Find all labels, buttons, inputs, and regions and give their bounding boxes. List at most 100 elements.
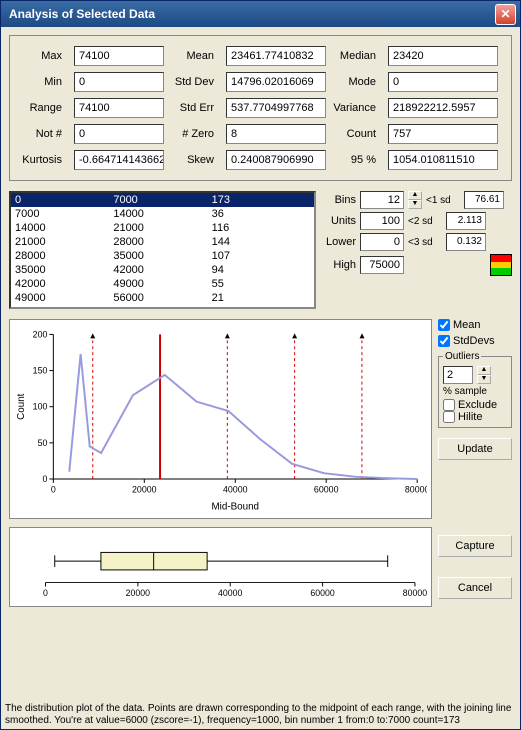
stat-label: Skew	[170, 154, 220, 166]
svg-text:0: 0	[51, 485, 56, 495]
exclude-label: Exclude	[458, 399, 497, 411]
stat-value: 8	[226, 124, 326, 144]
control-label: Bins	[322, 194, 356, 206]
control-input[interactable]: 100	[360, 212, 404, 230]
list-row[interactable]: 1400021000116	[11, 221, 314, 235]
stat-value: 0	[74, 124, 164, 144]
boxplot-chart: 0 20000 40000 60000 80000	[9, 527, 432, 607]
outliers-input[interactable]: 2	[443, 366, 473, 384]
list-row[interactable]: 56000630008	[11, 305, 314, 309]
svg-text:40000: 40000	[223, 485, 248, 495]
list-row[interactable]: 2100028000144	[11, 235, 314, 249]
status-footer: The distribution plot of the data. Point…	[1, 701, 520, 729]
stddevs-checkbox[interactable]	[438, 335, 450, 347]
distribution-chart: 050100150200020000400006000080000Mid-Bou…	[9, 319, 432, 519]
stat-label: Median	[332, 50, 382, 62]
stat-value: 23461.77410832	[226, 46, 326, 66]
svg-text:0: 0	[43, 474, 48, 484]
sd-label: <2 sd	[408, 216, 442, 227]
control-input[interactable]: 0	[360, 233, 404, 251]
svg-text:150: 150	[33, 366, 48, 376]
outliers-fieldset: Outliers 2 ▲ ▼ % sample Exclude	[438, 351, 512, 428]
stat-value: 0.240087906990	[226, 150, 326, 170]
control-input[interactable]: 75000	[360, 256, 404, 274]
control-label: Units	[322, 215, 356, 227]
update-button[interactable]: Update	[438, 438, 512, 460]
outliers-up[interactable]: ▲	[477, 366, 491, 375]
cancel-button[interactable]: Cancel	[438, 577, 512, 599]
control-input[interactable]: 12	[360, 191, 404, 209]
traffic-light-icon[interactable]	[490, 254, 512, 276]
mean-checkbox[interactable]	[438, 319, 450, 331]
stat-label: Not #	[18, 128, 68, 140]
stat-value: 537.7704997768	[226, 98, 326, 118]
stat-label: Max	[18, 50, 68, 62]
svg-text:Count: Count	[16, 393, 27, 419]
stat-value: 1054.010811510	[388, 150, 498, 170]
svg-text:▴: ▴	[90, 330, 95, 341]
mean-checkbox-row: Mean	[438, 319, 512, 331]
stddevs-checkbox-row: StdDevs	[438, 335, 512, 347]
stat-label: Min	[18, 76, 68, 88]
list-row[interactable]: 2800035000107	[11, 249, 314, 263]
svg-text:80000: 80000	[403, 588, 427, 598]
stat-label: Kurtosis	[18, 154, 68, 166]
list-row[interactable]: 70001400036	[11, 207, 314, 221]
svg-text:50: 50	[38, 438, 48, 448]
stat-value: 757	[388, 124, 498, 144]
stat-value: 0	[388, 72, 498, 92]
svg-text:60000: 60000	[310, 588, 334, 598]
close-button[interactable]: ✕	[495, 4, 516, 25]
stat-label: Variance	[332, 102, 382, 114]
control-label: High	[322, 259, 356, 271]
stat-label: Mode	[332, 76, 382, 88]
stat-label: Std Err	[170, 102, 220, 114]
hilite-label: Hilite	[458, 411, 482, 423]
list-row[interactable]: 490005600021	[11, 291, 314, 305]
svg-text:0: 0	[43, 588, 48, 598]
svg-text:40000: 40000	[218, 588, 242, 598]
outliers-down[interactable]: ▼	[477, 375, 491, 384]
list-row[interactable]: 350004200094	[11, 263, 314, 277]
stat-label: Range	[18, 102, 68, 114]
spin-up[interactable]: ▲	[408, 191, 422, 200]
list-row[interactable]: 07000173	[11, 193, 314, 207]
stat-value: 23420	[388, 46, 498, 66]
control-label: Lower	[322, 236, 356, 248]
capture-button[interactable]: Capture	[438, 535, 512, 557]
sd-value: 0.132	[446, 233, 486, 251]
mean-label: Mean	[453, 319, 481, 331]
hilite-checkbox[interactable]	[443, 411, 455, 423]
stat-label: 95 %	[332, 154, 382, 166]
control-row: Bins12▲▼<1 sd76.61	[322, 191, 512, 209]
svg-text:▴: ▴	[359, 330, 364, 341]
svg-text:20000: 20000	[132, 485, 157, 495]
stats-panel: Max 74100 Mean 23461.77410832 Median 23420 Min…	[9, 35, 512, 181]
stat-label: Std Dev	[170, 76, 220, 88]
spin-down[interactable]: ▼	[408, 200, 422, 209]
stat-value: 74100	[74, 98, 164, 118]
analysis-window: Analysis of Selected Data ✕ Max 74100 Mean…	[0, 0, 521, 730]
svg-text:200: 200	[33, 329, 48, 339]
pct-sample-label: % sample	[443, 386, 507, 397]
list-row[interactable]: 420004900055	[11, 277, 314, 291]
svg-text:Mid-Bound: Mid-Bound	[211, 501, 259, 512]
control-row: Lower 0 <3 sd 0.132	[322, 233, 512, 251]
window-title: Analysis of Selected Data	[5, 7, 495, 21]
stat-label: # Zero	[170, 128, 220, 140]
outliers-legend: Outliers	[443, 351, 481, 362]
titlebar: Analysis of Selected Data ✕	[1, 1, 520, 27]
sd-value: 76.61	[464, 191, 504, 209]
sd-label: <3 sd	[408, 237, 442, 248]
stat-label: Count	[332, 128, 382, 140]
svg-text:▴: ▴	[292, 330, 297, 341]
stddevs-label: StdDevs	[453, 335, 495, 347]
bins-listbox[interactable]: 0700017370001400036140002100011621000280…	[9, 191, 316, 309]
control-row: High 75000	[322, 254, 512, 276]
stat-value: 0	[74, 72, 164, 92]
svg-text:20000: 20000	[126, 588, 150, 598]
sd-value: 2.113	[446, 212, 486, 230]
stat-value: -0.664714143662	[74, 150, 164, 170]
stat-label: Mean	[170, 50, 220, 62]
exclude-checkbox[interactable]	[443, 399, 455, 411]
